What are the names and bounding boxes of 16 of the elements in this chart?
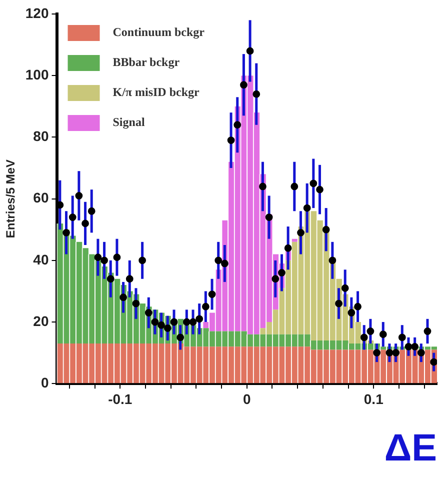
y-axis-title: Entries/5 MeV: [4, 159, 18, 238]
x-tick-label: -0.1: [108, 390, 132, 407]
legend-label: Signal: [112, 115, 146, 130]
legend-label: BBbar bckgr: [112, 55, 180, 70]
y-tick-label: 0: [40, 374, 49, 390]
y-tick-label: 80: [33, 128, 49, 144]
x-axis-title: ΔE: [384, 428, 437, 470]
y-tick-label: 120: [25, 4, 49, 21]
legend-label: K/π misID bckgr: [112, 85, 200, 100]
x-tick-label: 0: [242, 390, 251, 407]
legend-label: Continuum bckgr: [112, 25, 206, 40]
y-tick-label: 20: [33, 312, 49, 329]
y-tick-label: 40: [33, 251, 49, 268]
x-tick-label: 0.1: [364, 390, 384, 407]
y-tick-label: 60: [33, 190, 49, 206]
y-tick-label: 100: [25, 66, 49, 82]
